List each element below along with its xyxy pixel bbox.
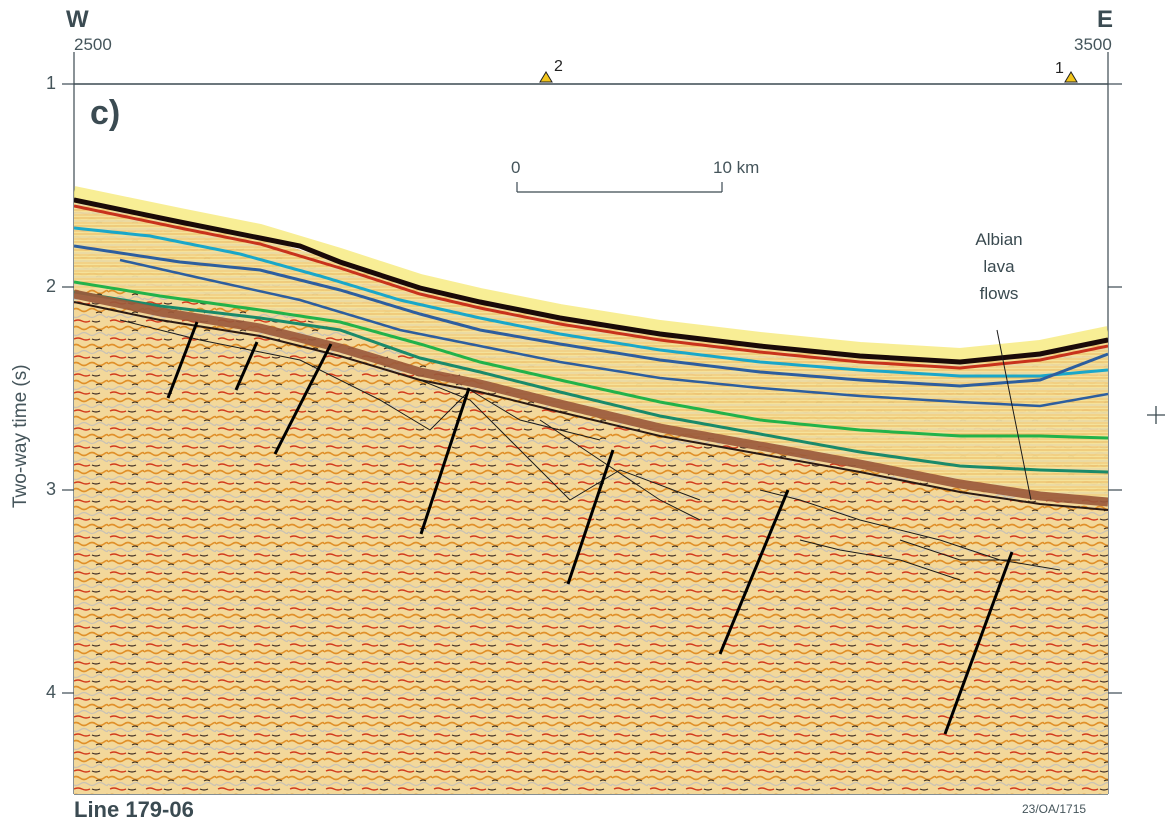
fault-3 [273,343,333,455]
scale-bar-end: 10 km [713,158,760,177]
y-tick-4: 4 [45,682,56,702]
y-tick-1: 1 [45,73,56,93]
y-tick-3: 3 [45,479,56,499]
annotation-line-3: flows [979,284,1019,303]
well-1-marker [1064,71,1078,83]
y-tick-2: 2 [45,276,56,296]
fault-6 [718,489,790,655]
trace-start-label: 2500 [74,35,112,54]
horizon-green-dark [74,290,1108,474]
east-label: E [1097,6,1114,33]
panel-label: c) [90,94,121,132]
crosshair-icon [1147,406,1165,424]
horizon-cyan [74,226,1108,378]
seabed-reflector [74,197,1108,365]
trace-end-label: 3500 [1074,35,1112,54]
fault-2 [234,341,259,391]
annotation-line-1: Albian [975,230,1023,249]
albian-lava-flows-annotation: Albian lava flows [955,226,1043,307]
fault-5 [566,449,615,585]
fault-4 [419,387,471,535]
west-label: W [66,6,89,33]
y-axis-ticks [62,83,1122,694]
line-name: Line 179-06 [74,797,194,822]
annotation-leader [996,329,1032,501]
annotation-line-2: lava [983,257,1015,276]
well-1-label: 1 [1055,60,1064,77]
horizon-blue-2 [119,258,1108,408]
fault-7 [943,551,1014,735]
scale-bar-start: 0 [511,158,521,177]
well-2-marker [539,71,553,83]
fault-1 [166,321,199,399]
faults [166,321,1014,735]
horizon-blue-1 [74,244,1108,388]
well-2-label: 2 [554,58,563,75]
figure-reference: 23/OA/1715 [1022,802,1087,816]
y-axis-label: Two-way time (s) [10,364,31,508]
horizon-brown [74,289,1108,507]
horizon-green-bright [74,280,1108,440]
scale-bar [516,182,723,193]
